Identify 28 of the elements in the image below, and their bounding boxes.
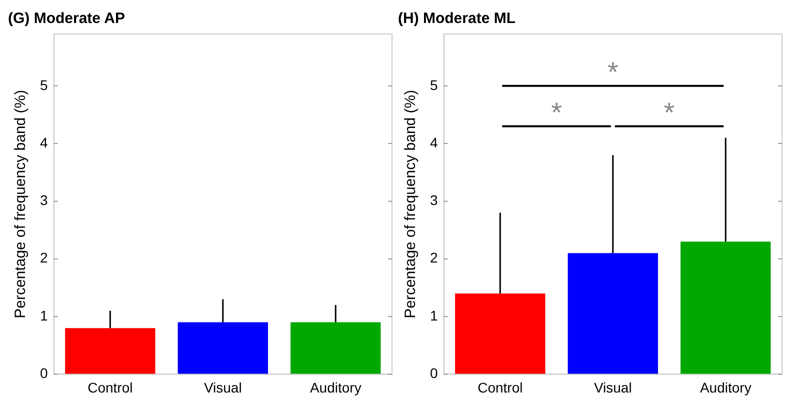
y-axis-title: Percentage of frequency band (%) [402, 90, 420, 318]
annotation: * [607, 56, 618, 88]
y-tick-label: 0 [40, 365, 48, 382]
x-tick-label: Visual [204, 379, 242, 396]
bar [455, 293, 546, 374]
x-tick-label: Control [478, 379, 523, 396]
bar [680, 242, 771, 374]
x-tick-label: Auditory [700, 379, 752, 396]
y-tick-label: 4 [430, 134, 438, 150]
y-tick-label: 3 [430, 192, 438, 208]
y-axis-title: Percentage of frequency band (%) [12, 90, 30, 318]
chart-title: (G) Moderate AP [8, 10, 125, 28]
y-tick-label: 2 [40, 250, 48, 266]
y-tick-label: 5 [430, 76, 438, 93]
chart-title: (H) Moderate ML [398, 10, 516, 28]
y-tick-label: 1 [40, 307, 48, 324]
y-tick-label: 3 [40, 192, 48, 208]
y-tick-label: 1 [430, 307, 438, 324]
y-tick-label: 2 [430, 250, 438, 266]
y-tick-label: 5 [40, 76, 48, 93]
x-tick-label: Visual [594, 379, 632, 396]
bar [568, 253, 658, 374]
annotation: * [551, 96, 562, 128]
y-tick-label: 0 [430, 365, 438, 382]
x-tick-label: Auditory [310, 379, 362, 396]
x-tick-label: Control [88, 379, 133, 396]
annotation: * [664, 96, 675, 128]
y-tick-label: 4 [40, 134, 48, 150]
